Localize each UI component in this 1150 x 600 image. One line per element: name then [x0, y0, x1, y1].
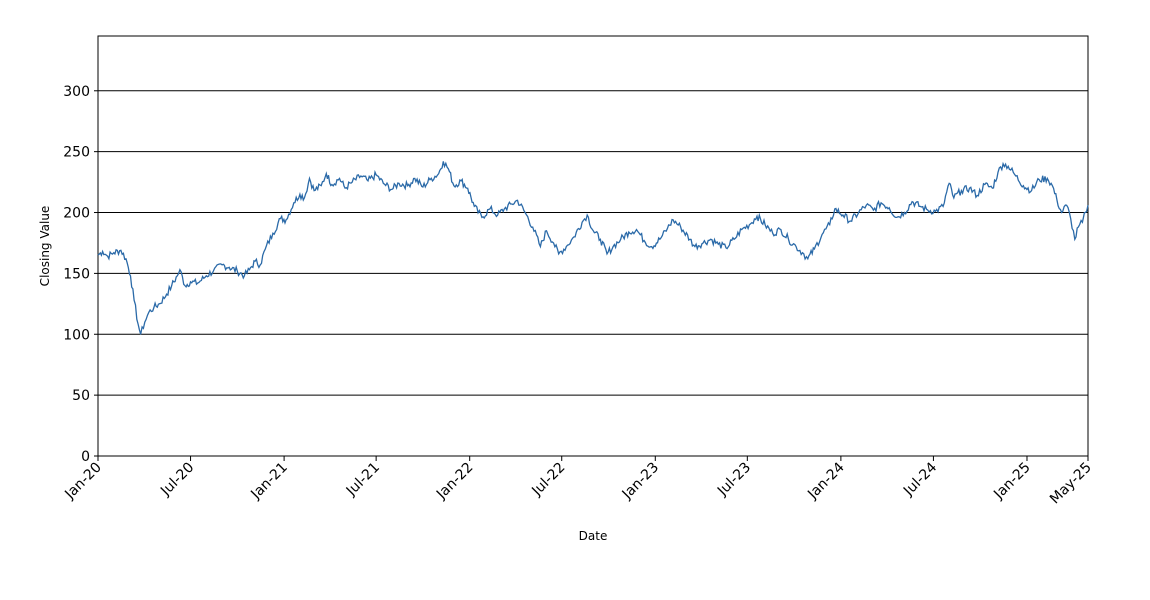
x-tick-label: Jul-20: [157, 460, 197, 500]
y-tick-label: 100: [63, 327, 90, 343]
x-tick-label: May-25: [1047, 460, 1095, 508]
x-axis-ticks: Jan-20 Jul-20 Jan-21 Jul-21 Jan-22 Jul-22 Jan-…: [61, 456, 1095, 508]
x-tick-label: Jan-24: [804, 459, 848, 503]
y-tick-label: 50: [72, 388, 90, 404]
x-tick-label: Jan-25: [990, 460, 1033, 503]
y-axis-label: Closing Value: [38, 206, 52, 287]
y-tick-label: 150: [63, 266, 90, 282]
x-axis-label: Date: [579, 529, 608, 543]
y-tick-label: 200: [63, 206, 90, 222]
x-tick-label: Jul-23: [714, 460, 754, 500]
x-tick-label: Jul-21: [343, 460, 383, 500]
plot-area: [97, 35, 1089, 457]
y-tick-label: 300: [63, 84, 90, 100]
x-tick-label: Jul-24: [900, 459, 940, 499]
x-tick-label: Jan-21: [247, 460, 290, 503]
gridlines: [98, 90, 1088, 396]
y-tick-label: 250: [63, 145, 90, 161]
x-tick-label: Jan-20: [61, 460, 104, 503]
y-axis-ticks: 0 50 100 150 200 250 300: [63, 84, 98, 465]
x-tick-label: Jan-23: [619, 460, 662, 503]
series-line: [97, 161, 1089, 335]
x-tick-label: Jan-22: [433, 460, 476, 503]
x-tick-label: Jul-22: [528, 460, 568, 500]
y-tick-label: 0: [81, 449, 90, 465]
